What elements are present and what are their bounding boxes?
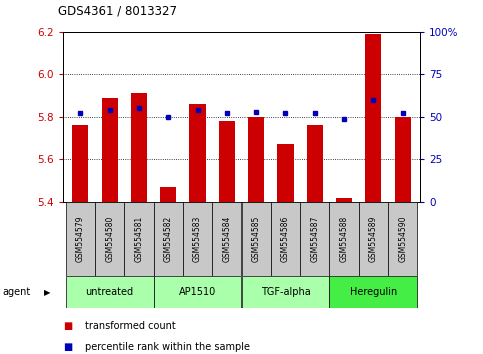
- Bar: [95, 202, 124, 276]
- Text: ■: ■: [63, 321, 72, 331]
- Bar: [388, 202, 417, 276]
- Bar: [329, 276, 417, 308]
- Text: GSM554590: GSM554590: [398, 216, 407, 262]
- Bar: [271, 202, 300, 276]
- Text: untreated: untreated: [85, 287, 134, 297]
- Bar: [307, 125, 323, 202]
- Text: AP1510: AP1510: [179, 287, 216, 297]
- Text: ■: ■: [63, 342, 72, 352]
- Bar: [219, 121, 235, 202]
- Bar: [329, 202, 359, 276]
- Text: GSM554580: GSM554580: [105, 216, 114, 262]
- Text: transformed count: transformed count: [85, 321, 175, 331]
- Bar: [212, 202, 242, 276]
- Text: percentile rank within the sample: percentile rank within the sample: [85, 342, 250, 352]
- Bar: [160, 187, 176, 202]
- Bar: [154, 202, 183, 276]
- Text: ▶: ▶: [43, 287, 50, 297]
- Text: Heregulin: Heregulin: [350, 287, 397, 297]
- Text: TGF-alpha: TGF-alpha: [260, 287, 310, 297]
- Bar: [395, 117, 411, 202]
- Text: GDS4361 / 8013327: GDS4361 / 8013327: [58, 5, 177, 18]
- Bar: [101, 98, 118, 202]
- Bar: [66, 202, 95, 276]
- Bar: [300, 202, 329, 276]
- Text: GSM554586: GSM554586: [281, 216, 290, 262]
- Bar: [66, 276, 154, 308]
- Text: GSM554579: GSM554579: [76, 216, 85, 262]
- Bar: [183, 202, 212, 276]
- Bar: [72, 125, 88, 202]
- Text: GSM554588: GSM554588: [340, 216, 349, 262]
- Text: agent: agent: [2, 287, 30, 297]
- Text: GSM554581: GSM554581: [134, 216, 143, 262]
- Bar: [359, 202, 388, 276]
- Text: GSM554583: GSM554583: [193, 216, 202, 262]
- Text: GSM554587: GSM554587: [310, 216, 319, 262]
- Bar: [336, 198, 352, 202]
- Bar: [154, 276, 242, 308]
- Bar: [277, 144, 294, 202]
- Text: GSM554584: GSM554584: [222, 216, 231, 262]
- Bar: [242, 276, 329, 308]
- Bar: [189, 104, 206, 202]
- Text: GSM554582: GSM554582: [164, 216, 173, 262]
- Bar: [124, 202, 154, 276]
- Bar: [131, 93, 147, 202]
- Bar: [242, 202, 271, 276]
- Bar: [365, 34, 382, 202]
- Text: GSM554589: GSM554589: [369, 216, 378, 262]
- Bar: [248, 117, 264, 202]
- Text: GSM554585: GSM554585: [252, 216, 261, 262]
